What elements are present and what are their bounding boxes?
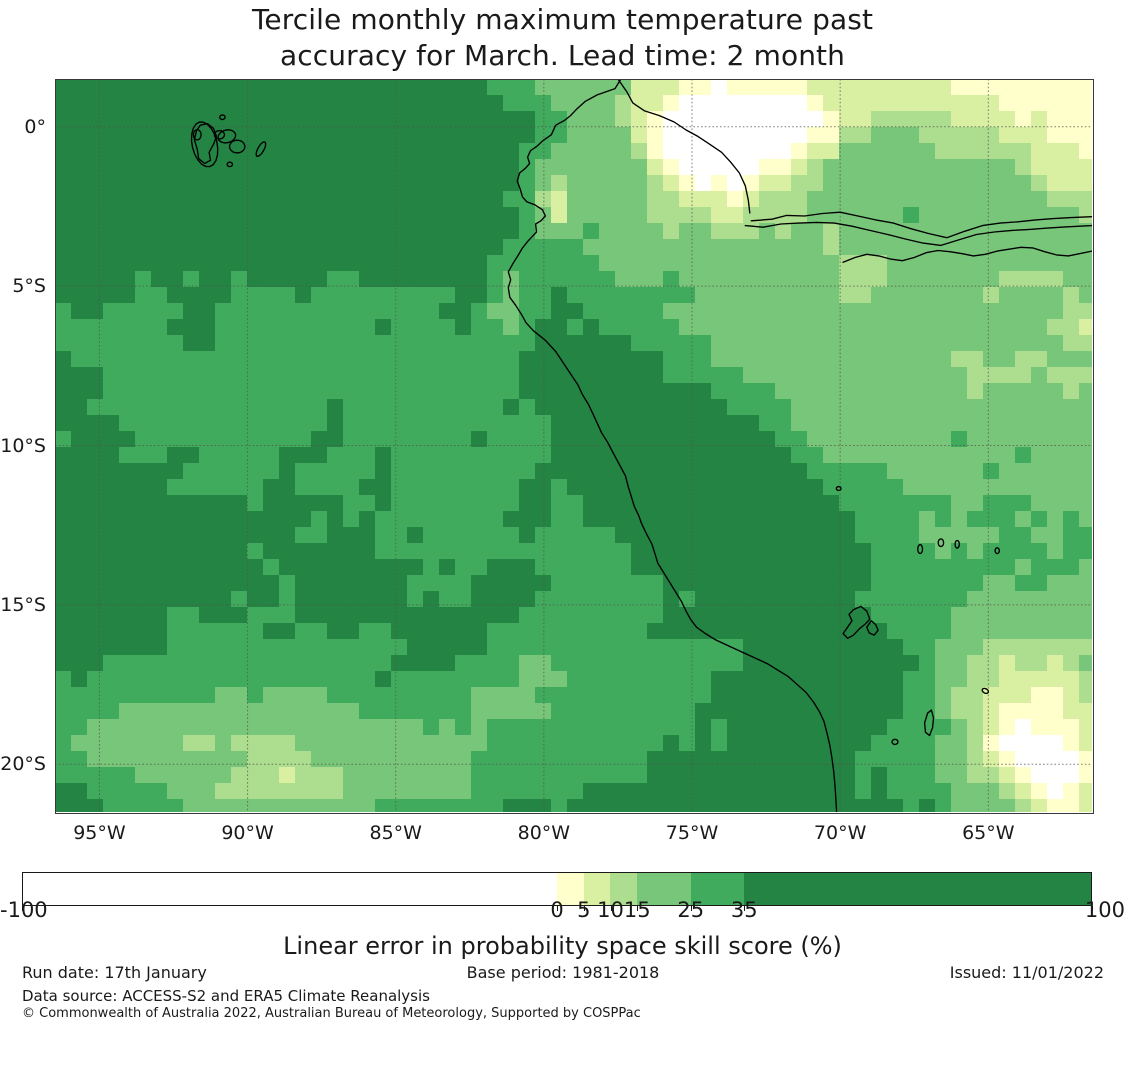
- longitude-tick-3: 80°W: [517, 822, 571, 844]
- colorbar-gradient: [22, 872, 1092, 906]
- coastline-segment: [937, 538, 945, 548]
- colorbar-segment-2: [583, 873, 611, 905]
- colorbar-segment-5: [690, 873, 744, 905]
- map-plot-area[interactable]: [55, 79, 1092, 812]
- colorbar-tick-mark-5: [690, 906, 692, 911]
- coastline-segment: [842, 605, 871, 639]
- coastline-segment: [1008, 246, 1092, 257]
- copyright-text: © Commonwealth of Australia 2022, Austra…: [22, 1006, 641, 1021]
- coastline-segment: [981, 687, 990, 695]
- map-gridlines: [55, 79, 1092, 812]
- footer-primary-row: Run date: 17th January Base period: 1981…: [22, 963, 1104, 983]
- coastline-segment: [213, 129, 226, 140]
- colorbar-tick-mark-6: [744, 906, 746, 911]
- colorbar-segment-3: [610, 873, 638, 905]
- colorbar-segment-1: [557, 873, 584, 905]
- coastline-segment: [744, 221, 1092, 247]
- coastline-segment: [617, 79, 751, 214]
- colorbar-tick-label-0: -100: [0, 898, 48, 922]
- colorbar-tick-label-2: 5: [577, 898, 591, 922]
- colorbar-container[interactable]: [22, 872, 1093, 911]
- coastline-segment: [219, 114, 226, 121]
- page-title: Tercile monthly maximum temperature past…: [251, 3, 874, 72]
- colorbar-tick-label-1: 0: [550, 898, 564, 922]
- latitude-tick-1: 5°S: [12, 275, 46, 298]
- map-overlay: [55, 79, 1092, 812]
- longitude-tick-0: 95°W: [73, 822, 126, 844]
- run-date-text: Run date: 17th January: [22, 963, 207, 982]
- colorbar-tick-mark-0: [22, 906, 23, 911]
- issued-date-text: Issued: 11/01/2022: [949, 963, 1104, 982]
- latitude-tick-4: 20°S: [0, 753, 46, 776]
- colorbar-caption: Linear error in probability space skill …: [283, 932, 842, 960]
- coastline-paths: [190, 79, 1092, 812]
- colorbar-tick-mark-7: [1092, 906, 1093, 911]
- coastline-segment: [954, 539, 960, 549]
- coastline-segment: [842, 248, 1010, 263]
- longitude-tick-4: 75°W: [665, 822, 719, 844]
- colorbar-tick-label-4: 15: [623, 898, 651, 922]
- latitude-tick-2: 10°S: [0, 434, 46, 457]
- colorbar-tick-mark-3: [610, 906, 612, 911]
- colorbar-tick-label-3: 10: [597, 898, 624, 922]
- colorbar-tick-label-7: 100: [1084, 898, 1125, 922]
- colorbar-tick-mark-2: [583, 906, 585, 911]
- latitude-tick-0: 0°: [24, 115, 46, 138]
- data-source-text: Data source: ACCESS-S2 and ERA5 Climate …: [22, 987, 430, 1005]
- colorbar-segment-6: [743, 873, 1092, 905]
- colorbar-tick-mark-4: [637, 906, 639, 911]
- colorbar-tick-label-5: 25: [677, 898, 705, 922]
- coastline-segment: [507, 79, 838, 812]
- coastline-segment: [994, 547, 1000, 555]
- coastline-segment: [891, 738, 899, 746]
- longitude-tick-1: 90°W: [221, 822, 274, 844]
- base-period-text: Base period: 1981-2018: [466, 963, 660, 982]
- colorbar-segment-4: [637, 873, 691, 905]
- coastline-segment: [923, 709, 935, 737]
- coastline-segment: [917, 543, 924, 555]
- longitude-tick-6: 65°W: [962, 822, 1015, 844]
- coastline-segment: [750, 211, 1092, 239]
- colorbar-tick-label-6: 35: [730, 898, 758, 922]
- coastline-segment: [866, 620, 879, 636]
- coastline-segment: [228, 139, 246, 154]
- colorbar-tick-mark-1: [557, 906, 558, 911]
- coastline-segment: [255, 141, 267, 157]
- coastline-segment: [192, 129, 202, 141]
- longitude-tick-2: 85°W: [369, 822, 422, 844]
- coastline-segment: [835, 485, 842, 492]
- coastline-segment: [226, 161, 234, 168]
- latitude-tick-3: 15°S: [0, 593, 46, 616]
- colorbar-segment-0: [23, 873, 557, 905]
- coastline-segment: [193, 122, 218, 165]
- longitude-tick-5: 70°W: [813, 822, 867, 844]
